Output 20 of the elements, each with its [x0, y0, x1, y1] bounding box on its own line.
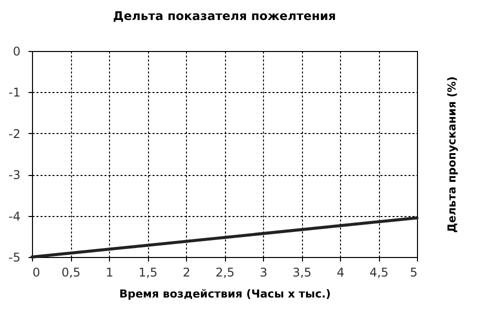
y-tick-label: -1 — [8, 86, 20, 100]
x-axis-title: Время воздействия (Часы х тыс.) — [119, 288, 331, 300]
x-tick-label: 1,5 — [138, 266, 158, 280]
x-tick-label: 2,5 — [215, 266, 235, 280]
x-tick-label: 5 — [410, 266, 418, 280]
chart-title: Дельта показателя пожелтения — [113, 9, 336, 23]
x-tick-label: 2 — [182, 266, 190, 280]
x-tick-label: 4,5 — [369, 266, 389, 280]
y-tick-label: -3 — [8, 168, 20, 182]
y-tick-label: -2 — [8, 126, 20, 141]
x-tick-label: 4 — [336, 266, 344, 280]
y-axis-title: Дельта пропускания (%) — [446, 76, 458, 233]
y-tick-label: -5 — [8, 250, 20, 264]
x-tick-label: 0,5 — [61, 266, 81, 280]
x-tick-label: 0 — [32, 266, 40, 280]
y-tick-label: 0 — [12, 44, 20, 58]
x-tick-label: 3 — [260, 266, 268, 280]
x-tick-label: 3,5 — [292, 266, 312, 280]
x-tick-label: 1 — [106, 266, 114, 280]
y-tick-label: -4 — [8, 209, 20, 224]
